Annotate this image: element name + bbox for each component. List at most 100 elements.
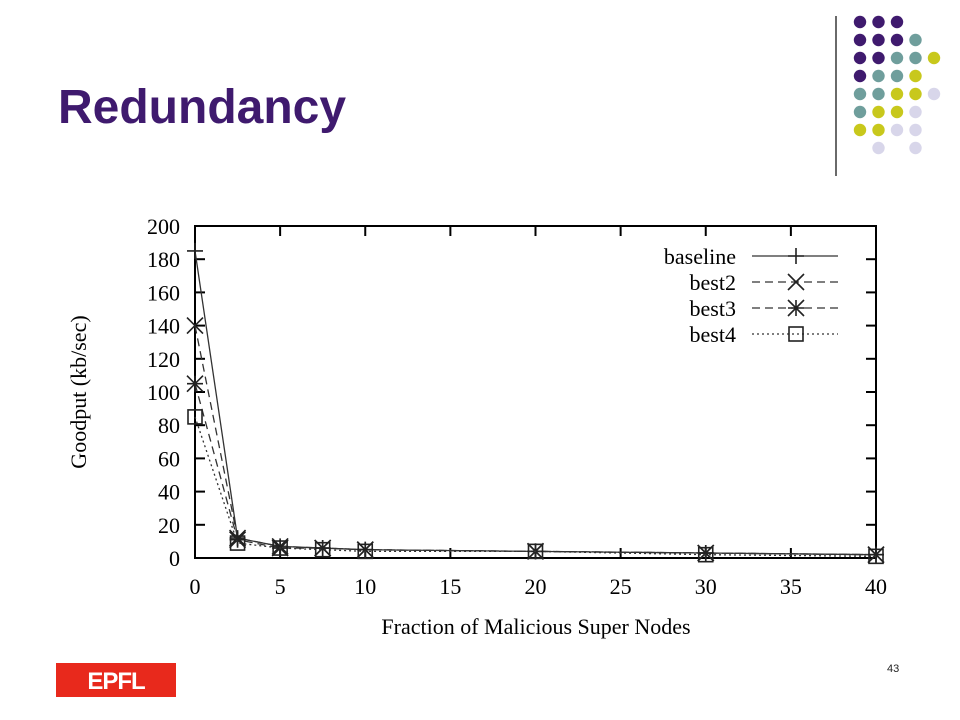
decorative-dot-grid bbox=[853, 15, 941, 155]
legend-label: best2 bbox=[690, 270, 736, 295]
decorative-dot bbox=[872, 123, 885, 137]
decorative-dot bbox=[872, 69, 885, 83]
series-best3 bbox=[186, 375, 885, 564]
x-axis-label: Fraction of Malicious Super Nodes bbox=[381, 614, 690, 639]
svg-text:EPFL: EPFL bbox=[87, 668, 145, 695]
y-tick-label: 80 bbox=[158, 413, 180, 438]
epfl-logo: EPFL bbox=[56, 663, 176, 697]
page-number: 43 bbox=[887, 663, 900, 675]
marker-star bbox=[356, 541, 374, 559]
decorative-dot bbox=[909, 87, 922, 101]
x-tick-label: 25 bbox=[610, 574, 632, 599]
legend-item-baseline: baseline bbox=[664, 244, 838, 269]
marker-x bbox=[787, 273, 805, 291]
legend-label: baseline bbox=[664, 244, 736, 269]
decorative-dot bbox=[872, 51, 885, 65]
x-tick-label: 5 bbox=[275, 574, 286, 599]
x-tick-label: 20 bbox=[525, 574, 547, 599]
decorative-dot bbox=[909, 69, 922, 83]
decorative-dot bbox=[890, 51, 904, 65]
series-line bbox=[194, 416, 877, 557]
marker-square bbox=[868, 548, 884, 565]
decorative-dot bbox=[890, 33, 904, 47]
decorative-dot bbox=[890, 105, 904, 119]
marker-plus bbox=[788, 248, 804, 264]
decorative-dot bbox=[890, 69, 904, 83]
decorative-dot bbox=[872, 105, 885, 119]
decorative-dot bbox=[853, 105, 867, 119]
legend-item-best3: best3 bbox=[690, 296, 838, 321]
axis-ticks bbox=[194, 225, 877, 559]
decorative-dot bbox=[872, 141, 885, 155]
marker-star bbox=[697, 544, 715, 562]
series-line bbox=[194, 325, 877, 556]
y-tick-label: 20 bbox=[158, 513, 180, 538]
decorative-dot bbox=[872, 15, 885, 29]
y-axis-label: Goodput (kb/sec) bbox=[66, 315, 91, 468]
y-tick-label: 120 bbox=[147, 347, 180, 372]
decorative-dot bbox=[853, 51, 867, 65]
decorative-dot bbox=[927, 51, 941, 65]
marker-plus bbox=[187, 242, 203, 259]
marker-square bbox=[229, 535, 246, 551]
marker-square bbox=[788, 326, 804, 342]
legend-item-best4: best4 bbox=[690, 322, 838, 347]
marker-square bbox=[187, 409, 203, 425]
chart-series-layer bbox=[186, 242, 885, 565]
marker-star bbox=[314, 539, 332, 557]
decorative-dot bbox=[890, 15, 904, 29]
series-baseline bbox=[187, 242, 884, 563]
decorative-dot bbox=[872, 33, 885, 47]
y-tick-label: 0 bbox=[169, 546, 180, 571]
marker-square bbox=[527, 543, 544, 560]
decorative-dot bbox=[853, 87, 867, 101]
decorative-dot bbox=[872, 87, 885, 101]
y-tick-label: 100 bbox=[147, 380, 180, 405]
marker-star bbox=[228, 531, 247, 549]
marker-x bbox=[186, 317, 204, 335]
decorative-dot bbox=[909, 141, 922, 155]
axis-tick-labels: 0 5 10 15 20 25 30 35 40 0 20 40 60 80 100 120 140 160 180… bbox=[147, 214, 887, 599]
decorative-dot bbox=[890, 87, 904, 101]
decorative-dot bbox=[909, 51, 922, 65]
y-tick-label: 140 bbox=[147, 314, 180, 339]
marker-square bbox=[697, 546, 714, 563]
legend-label: best4 bbox=[690, 322, 736, 347]
series-line bbox=[194, 383, 877, 556]
decorative-dot bbox=[853, 33, 867, 47]
decorative-dot bbox=[853, 123, 867, 137]
series-best4 bbox=[187, 409, 884, 565]
title-divider bbox=[835, 16, 837, 176]
y-tick-label: 160 bbox=[147, 280, 180, 305]
y-tick-label: 200 bbox=[147, 214, 180, 239]
decorative-dot bbox=[909, 33, 922, 47]
x-tick-label: 40 bbox=[865, 574, 887, 599]
decorative-dot bbox=[890, 123, 904, 137]
marker-star bbox=[787, 299, 805, 317]
chart-plot-frame bbox=[194, 225, 877, 559]
decorative-dot bbox=[853, 69, 867, 83]
x-tick-label: 10 bbox=[354, 574, 376, 599]
x-tick-label: 35 bbox=[780, 574, 802, 599]
y-tick-label: 40 bbox=[158, 480, 180, 505]
marker-star bbox=[186, 375, 204, 393]
legend-label: best3 bbox=[690, 296, 736, 321]
slide-title: Redundancy bbox=[58, 81, 347, 134]
decorative-dot bbox=[927, 87, 941, 101]
x-tick-label: 0 bbox=[190, 574, 201, 599]
marker-square bbox=[314, 541, 331, 558]
x-tick-label: 15 bbox=[439, 574, 461, 599]
series-line bbox=[194, 250, 877, 556]
decorative-dot bbox=[909, 123, 922, 137]
decorative-dot bbox=[909, 105, 922, 119]
marker-square bbox=[357, 543, 374, 560]
legend-item-best2: best2 bbox=[690, 270, 838, 295]
y-tick-label: 180 bbox=[147, 247, 180, 272]
x-tick-label: 30 bbox=[695, 574, 717, 599]
series-best2 bbox=[186, 317, 885, 564]
decorative-dot bbox=[853, 15, 867, 29]
marker-square bbox=[272, 540, 288, 556]
y-tick-label: 60 bbox=[158, 446, 180, 471]
